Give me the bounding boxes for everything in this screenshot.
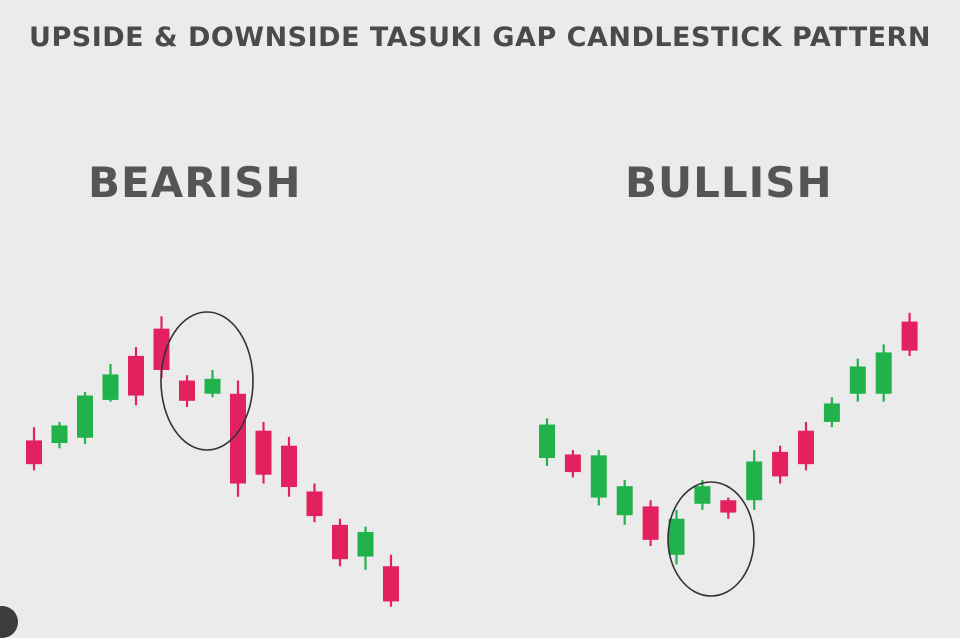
bearish-candle xyxy=(642,506,659,540)
bearish-candle xyxy=(798,430,814,465)
bullish-candle xyxy=(51,425,68,444)
bullish-candle xyxy=(77,395,93,438)
bullish-candle xyxy=(668,518,685,555)
bearish-candle xyxy=(306,491,323,517)
tasuki-gap-highlight xyxy=(160,311,254,451)
bullish-candle xyxy=(590,455,607,498)
bullish-candle xyxy=(823,403,840,422)
bearish-candle xyxy=(128,355,144,396)
bullish-chart xyxy=(539,312,918,597)
bullish-candle xyxy=(357,531,374,557)
bearish-candle xyxy=(772,451,789,477)
bullish-candle xyxy=(875,352,892,394)
bearish-candle xyxy=(383,566,399,602)
bearish-candle xyxy=(153,328,170,370)
bearish-candle xyxy=(255,430,272,475)
bearish-candle xyxy=(332,524,348,560)
bullish-candle xyxy=(539,424,555,458)
tasuki-gap-highlight xyxy=(667,481,755,597)
bearish-candle xyxy=(179,380,195,401)
bullish-candle xyxy=(204,378,221,394)
bullish-panel-title: BULLISH xyxy=(625,158,833,207)
bearish-candle xyxy=(901,321,918,351)
bearish-candle xyxy=(564,454,581,473)
bullish-candle xyxy=(102,374,119,400)
bearish-candle xyxy=(281,445,297,488)
bullish-candle xyxy=(694,486,711,504)
chart-main-title: UPSIDE & DOWNSIDE TASUKI GAP CANDLESTICK… xyxy=(29,22,931,53)
bearish-panel-title: BEARISH xyxy=(88,158,302,207)
bearish-candle xyxy=(230,393,246,484)
bullish-candle xyxy=(746,461,763,501)
bullish-candle xyxy=(849,366,866,394)
bearish-candle xyxy=(720,500,737,513)
bullish-candle xyxy=(616,486,633,516)
candlestick-charts xyxy=(26,311,918,607)
bearish-chart xyxy=(26,311,399,607)
bearish-candle xyxy=(26,440,42,465)
